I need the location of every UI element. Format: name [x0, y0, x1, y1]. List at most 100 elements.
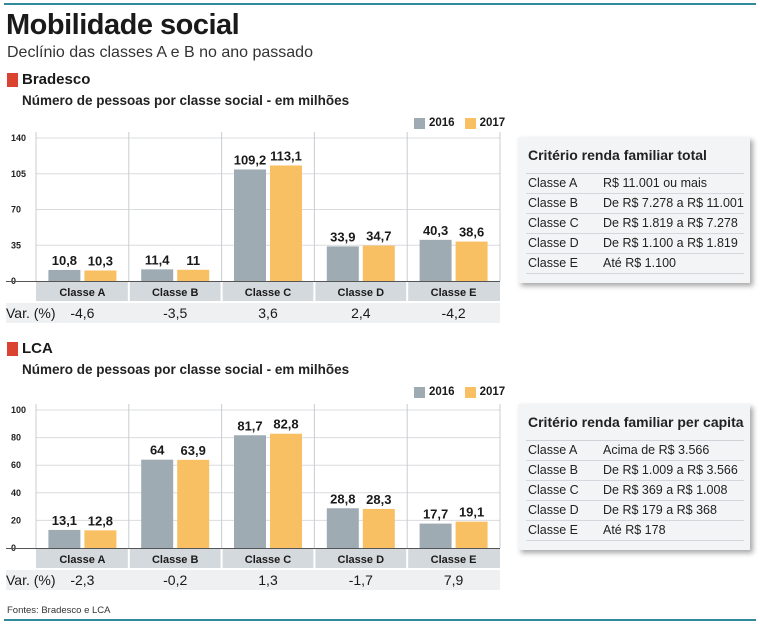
criteria-row: Classe A Acima de R$ 3.566 [526, 441, 744, 461]
bar-2017 [84, 270, 117, 281]
y-tick-label: 35 [11, 240, 21, 250]
variation-value: 3,6 [258, 305, 278, 321]
bar-2016 [419, 239, 452, 281]
variation-value: 2,4 [351, 305, 371, 321]
legend-swatch-2016 [414, 386, 425, 398]
category-label: Classe D [338, 554, 385, 566]
criteria-range: De R$ 7.278 a R$ 11.001 [603, 196, 744, 210]
criteria-panel-lca: Critério renda familiar per capita Class… [518, 404, 750, 550]
legend-label-2017: 2017 [479, 386, 506, 398]
bar-value-label: 10,3 [88, 253, 113, 268]
variation-value: -3,5 [163, 305, 187, 321]
bottom-rule [4, 619, 756, 621]
category-label: Classe A [59, 554, 105, 566]
criteria-range: R$ 11.001 ou mais [603, 176, 707, 190]
criteria-row: Classe B De R$ 7.278 a R$ 11.001 [526, 194, 744, 214]
criteria-range: De R$ 1.009 a R$ 3.566 [603, 463, 738, 477]
chart-title-bradesco: Número de pessoas por classe social - em… [22, 93, 350, 108]
category-band [36, 282, 500, 301]
bar-value-label: 40,3 [423, 223, 448, 238]
category-label: Classe B [152, 287, 199, 299]
bar-2016 [141, 459, 174, 548]
legend-swatch-2017 [464, 386, 476, 398]
criteria-class: Classe E [528, 523, 579, 537]
bar-2016 [326, 508, 359, 548]
criteria-class: Classe B [528, 463, 579, 477]
criteria-title-lca: Critério renda familiar per capita [528, 414, 744, 430]
criteria-table-lca: Classe A Acima de R$ 3.566 Classe B De R$ … [526, 440, 744, 541]
bar-2016 [48, 269, 81, 281]
bar-value-label: 12,8 [88, 513, 113, 528]
variation-value: -2,3 [70, 572, 94, 588]
section-title-lca: LCA [22, 340, 53, 357]
criteria-row: Classe C De R$ 1.819 a R$ 7.278 [526, 214, 744, 234]
category-label: Classe C [245, 287, 292, 299]
criteria-range: Acima de R$ 3.566 [603, 443, 710, 457]
bar-value-label: 19,1 [459, 505, 484, 520]
criteria-class: Classe D [528, 503, 579, 517]
top-rule [4, 3, 756, 5]
bar-chart-lca: 02040608010013,112,86463,981,782,828,828… [6, 404, 501, 590]
bar-value-label: 11,4 [145, 252, 170, 267]
variation-value: 1,3 [258, 572, 278, 588]
legend-item-2016: 2016 [414, 117, 455, 129]
variation-band [6, 570, 500, 590]
bar-value-label: 17,7 [423, 507, 448, 522]
variation-value: -1,7 [349, 572, 373, 588]
chart-title-lca: Número de pessoas por classe social - em… [22, 362, 350, 377]
bar-value-label: 13,1 [52, 513, 77, 528]
category-label: Classe E [431, 554, 477, 566]
variation-value: -4,6 [70, 305, 94, 321]
criteria-row: Classe B De R$ 1.009 a R$ 3.566 [526, 461, 744, 481]
y-tick-label: 20 [11, 515, 21, 525]
bar-2017 [270, 165, 302, 281]
y-tick-label: 140 [11, 133, 26, 143]
criteria-range: De R$ 1.819 a R$ 7.278 [603, 216, 738, 230]
bar-value-label: 38,6 [459, 225, 484, 240]
bar-2016 [48, 529, 81, 548]
category-label: Classe E [431, 287, 477, 299]
bar-value-label: 63,9 [181, 443, 206, 458]
variation-label: Var. (%) [6, 572, 56, 588]
bar-value-label: 113,1 [270, 148, 302, 163]
legend-item-2017: 2017 [464, 386, 506, 398]
criteria-class: Classe A [528, 176, 578, 190]
criteria-table-bradesco: Classe A R$ 11.001 ou mais Classe B De R$ … [526, 173, 744, 274]
bar-value-label: 109,2 [234, 152, 267, 167]
criteria-class: Classe B [528, 196, 579, 210]
criteria-row: Classe A R$ 11.001 ou mais [526, 174, 744, 194]
criteria-range: De R$ 1.100 a R$ 1.819 [603, 236, 738, 250]
section-title-bradesco: Bradesco [22, 71, 91, 88]
bar-value-label: 33,9 [330, 229, 355, 244]
criteria-class: Classe C [528, 216, 579, 230]
legend-lca: 2016 2017 [414, 386, 515, 398]
y-tick-label: 80 [11, 433, 21, 443]
page-title: Mobilidade social [6, 9, 240, 41]
bar-2016 [419, 523, 452, 548]
criteria-class: Classe D [528, 236, 579, 250]
legend-item-2016: 2016 [414, 386, 455, 398]
criteria-class: Classe C [528, 483, 579, 497]
variation-value: 7,9 [444, 572, 464, 588]
category-band [36, 549, 500, 568]
y-tick-label: 70 [11, 205, 21, 215]
criteria-row: Classe E Até R$ 178 [526, 521, 744, 541]
bar-2016 [141, 269, 174, 281]
category-label: Classe B [152, 554, 199, 566]
y-tick-label: 60 [11, 460, 21, 470]
variation-value: -4,2 [442, 305, 466, 321]
legend-label-2017: 2017 [479, 117, 506, 129]
source-note: Fontes: Bradesco e LCA [7, 605, 111, 616]
criteria-title-bradesco: Critério renda familiar total [528, 147, 707, 163]
legend-item-2017: 2017 [464, 117, 506, 129]
category-label: Classe A [59, 287, 105, 299]
bar-value-label: 11 [186, 253, 200, 268]
category-label: Classe C [245, 554, 292, 566]
legend-bradesco: 2016 2017 [414, 117, 515, 129]
bar-2017 [177, 269, 210, 281]
legend-swatch-2017 [464, 117, 476, 129]
page-subtitle: Declínio das classes A e B no ano passad… [7, 44, 313, 61]
section-marker-bradesco [7, 73, 18, 87]
criteria-row: Classe D De R$ 1.100 a R$ 1.819 [526, 234, 744, 254]
bar-2017 [362, 245, 395, 281]
